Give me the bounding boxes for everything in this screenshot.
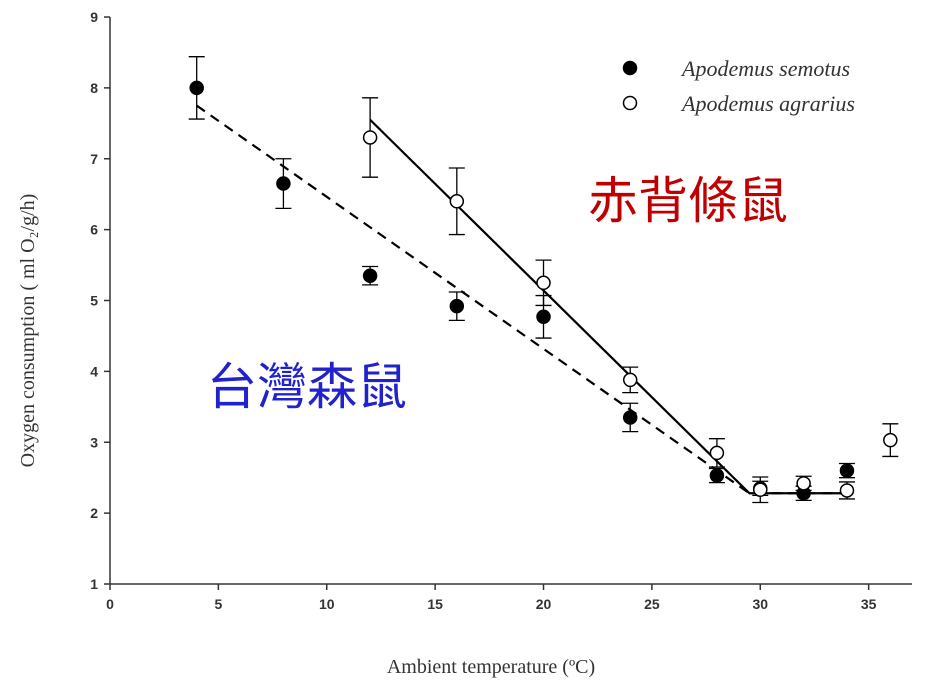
fit-lines	[196, 104, 847, 495]
annotation-red-label: 赤背條鼠	[588, 172, 788, 230]
data-point-semotus	[449, 298, 465, 314]
x-axis-title: Ambient temperature (ºC)	[387, 656, 595, 678]
data-point-semotus	[709, 468, 725, 483]
data-point-agrarius	[622, 372, 638, 388]
y-tick-label: 5	[90, 293, 98, 309]
legend-marker-1	[622, 60, 638, 76]
fit-line-series-1	[196, 104, 847, 495]
legend-label-1: Apodemus semotus	[680, 56, 850, 81]
y-tick-label: 6	[90, 222, 98, 238]
data-point-agrarius	[839, 483, 855, 498]
data-point-agrarius	[362, 130, 378, 145]
x-tick-label: 0	[106, 596, 114, 612]
legend-label-2: Apodemus agrarius	[680, 91, 855, 116]
y-axis-title: Oxygen consumption ( ml O₂/g/h)	[17, 194, 39, 468]
y-tick-label: 3	[90, 434, 98, 450]
data-point-agrarius	[449, 194, 465, 209]
data-point-agrarius	[709, 445, 725, 461]
legend-marker-2	[622, 95, 638, 111]
x-tick-label: 30	[752, 596, 768, 612]
annotation-blue-label: 台灣森鼠	[207, 358, 407, 416]
chart-axes: 1 2 3 4 5 6 7 8 9 0 5 10 15 20 25 30 35 Ambient temperatu…	[17, 9, 912, 678]
y-tick-label: 9	[90, 9, 98, 25]
data-marks	[188, 56, 899, 504]
y-tick-label: 2	[90, 505, 98, 521]
y-tick-label: 8	[90, 80, 98, 96]
data-point-semotus	[622, 410, 638, 425]
y-tick-label: 4	[90, 363, 98, 379]
legend: Apodemus semotus Apodemus agrarius	[622, 56, 855, 116]
x-tick-label: 20	[536, 596, 552, 612]
data-point-semotus	[536, 309, 551, 325]
x-tick-label: 10	[319, 596, 335, 612]
data-point-agrarius	[536, 275, 551, 291]
data-point-semotus	[276, 176, 291, 191]
data-point-semotus	[189, 80, 204, 96]
data-point-agrarius	[796, 476, 811, 491]
data-point-agrarius	[883, 432, 898, 448]
x-tick-label: 15	[427, 596, 443, 612]
y-tick-label: 1	[90, 576, 98, 592]
data-point-semotus	[839, 463, 855, 478]
data-point-agrarius	[753, 482, 768, 497]
x-tick-label: 5	[214, 596, 222, 612]
y-tick-label: 7	[90, 151, 98, 167]
x-tick-label: 25	[644, 596, 660, 612]
data-point-semotus	[362, 268, 378, 283]
fit-line-series-2	[369, 118, 847, 495]
x-tick-label: 35	[861, 596, 877, 612]
